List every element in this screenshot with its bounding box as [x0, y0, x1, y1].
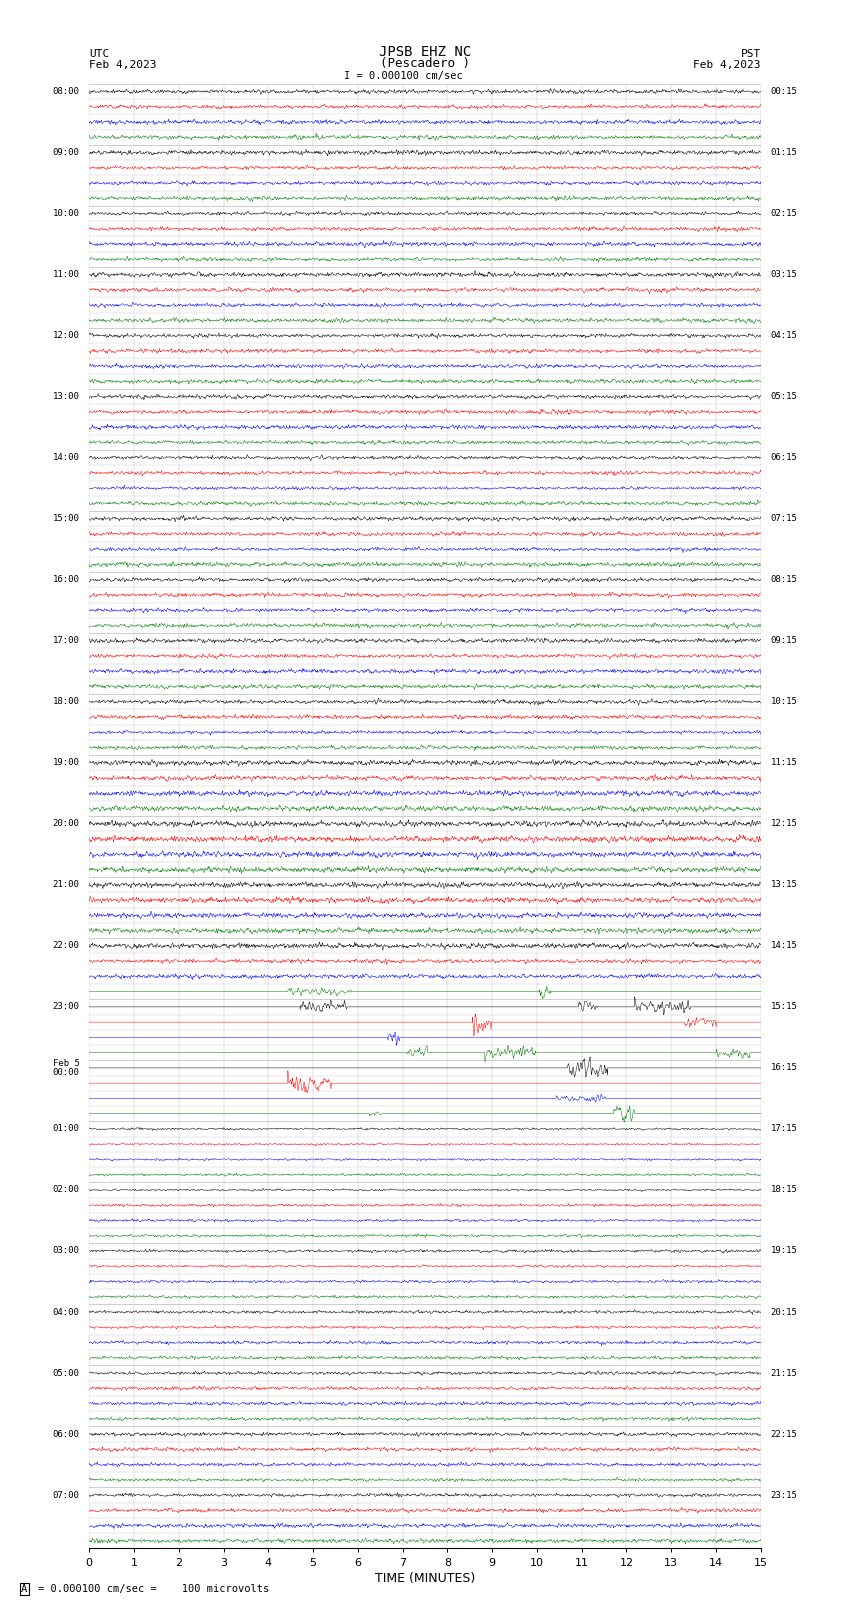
Text: 12:15: 12:15	[771, 819, 797, 829]
Text: 02:00: 02:00	[53, 1186, 79, 1195]
Text: 08:15: 08:15	[771, 576, 797, 584]
Text: JPSB EHZ NC: JPSB EHZ NC	[379, 45, 471, 58]
Text: Feb 4,2023: Feb 4,2023	[89, 60, 156, 71]
Text: 19:00: 19:00	[53, 758, 79, 768]
Text: 21:15: 21:15	[771, 1368, 797, 1378]
Text: 23:00: 23:00	[53, 1002, 79, 1011]
Text: 06:15: 06:15	[771, 453, 797, 463]
Text: 22:15: 22:15	[771, 1429, 797, 1439]
Text: 21:00: 21:00	[53, 881, 79, 889]
Text: 07:15: 07:15	[771, 515, 797, 523]
Text: = 0.000100 cm/sec =    100 microvolts: = 0.000100 cm/sec = 100 microvolts	[38, 1584, 269, 1594]
Text: (Pescadero ): (Pescadero )	[380, 56, 470, 71]
Text: 04:15: 04:15	[771, 331, 797, 340]
Text: Feb 4,2023: Feb 4,2023	[694, 60, 761, 71]
Text: 13:15: 13:15	[771, 881, 797, 889]
Text: 19:15: 19:15	[771, 1247, 797, 1255]
Text: 16:00: 16:00	[53, 576, 79, 584]
Text: UTC: UTC	[89, 48, 110, 58]
Text: A: A	[21, 1584, 27, 1594]
Text: 08:00: 08:00	[53, 87, 79, 97]
Text: I = 0.000100 cm/sec: I = 0.000100 cm/sec	[344, 71, 463, 81]
Text: 14:00: 14:00	[53, 453, 79, 463]
Text: 18:15: 18:15	[771, 1186, 797, 1195]
Text: 10:00: 10:00	[53, 210, 79, 218]
Text: 15:15: 15:15	[771, 1002, 797, 1011]
Text: 01:00: 01:00	[53, 1124, 79, 1134]
Text: 17:15: 17:15	[771, 1124, 797, 1134]
Text: 11:15: 11:15	[771, 758, 797, 768]
Text: 10:15: 10:15	[771, 697, 797, 706]
Text: 13:00: 13:00	[53, 392, 79, 402]
Text: Feb 5
00:00: Feb 5 00:00	[53, 1058, 79, 1077]
Text: 06:00: 06:00	[53, 1429, 79, 1439]
Text: 05:00: 05:00	[53, 1368, 79, 1378]
Text: 02:15: 02:15	[771, 210, 797, 218]
Text: 03:15: 03:15	[771, 269, 797, 279]
Text: 15:00: 15:00	[53, 515, 79, 523]
Text: 18:00: 18:00	[53, 697, 79, 706]
Text: 23:15: 23:15	[771, 1490, 797, 1500]
Text: 12:00: 12:00	[53, 331, 79, 340]
Text: 09:00: 09:00	[53, 148, 79, 156]
Text: 11:00: 11:00	[53, 269, 79, 279]
Text: 14:15: 14:15	[771, 942, 797, 950]
Text: 05:15: 05:15	[771, 392, 797, 402]
Text: 04:00: 04:00	[53, 1308, 79, 1316]
Text: 09:15: 09:15	[771, 636, 797, 645]
Text: 22:00: 22:00	[53, 942, 79, 950]
Text: 07:00: 07:00	[53, 1490, 79, 1500]
Text: 03:00: 03:00	[53, 1247, 79, 1255]
X-axis label: TIME (MINUTES): TIME (MINUTES)	[375, 1571, 475, 1584]
Text: 17:00: 17:00	[53, 636, 79, 645]
Text: 20:15: 20:15	[771, 1308, 797, 1316]
Text: PST: PST	[740, 48, 761, 58]
Text: 00:15: 00:15	[771, 87, 797, 97]
Text: 16:15: 16:15	[771, 1063, 797, 1073]
Text: 20:00: 20:00	[53, 819, 79, 829]
Text: 01:15: 01:15	[771, 148, 797, 156]
